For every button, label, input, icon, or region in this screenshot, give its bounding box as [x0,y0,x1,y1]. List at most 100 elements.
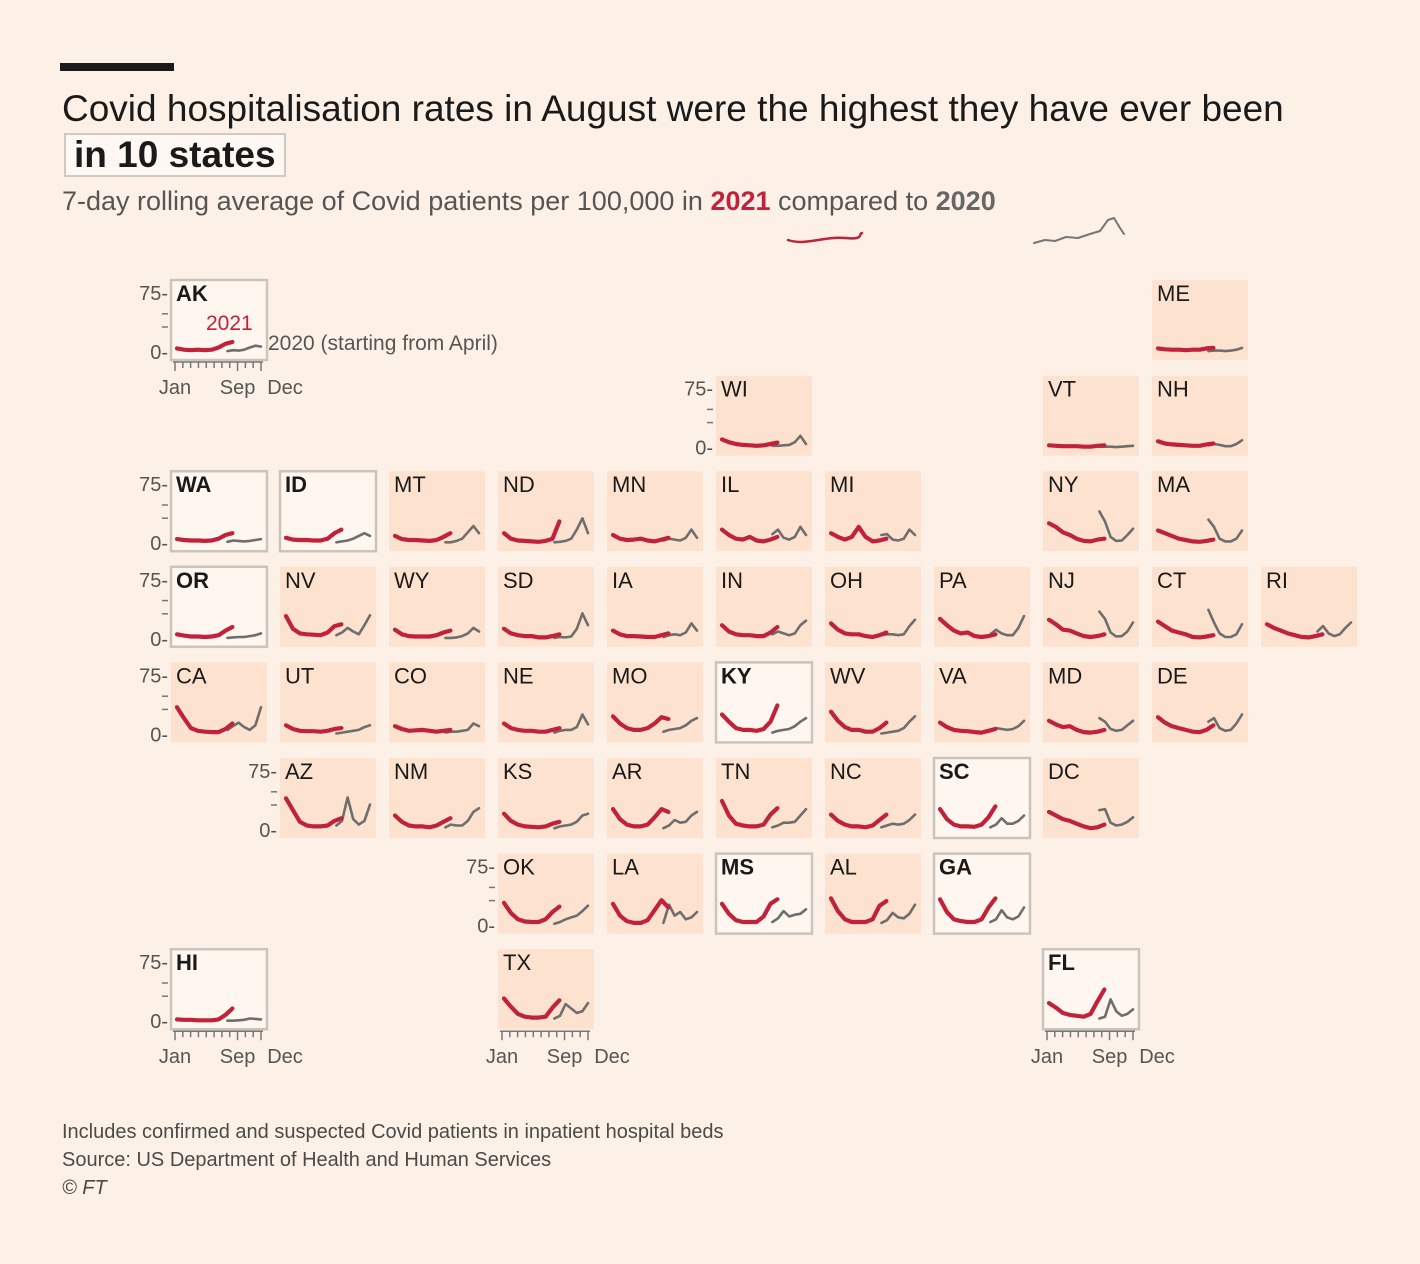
line-2020 [226,344,263,353]
line-2021 [828,621,889,640]
y-tick-label-bottom: 0- [150,724,168,746]
x-tick-label-jan: Jan [1031,1046,1063,1068]
tile-background [1152,280,1248,360]
x-axis: Jan Sep Dec [486,1030,630,1068]
line-2021 [174,531,235,543]
line-2021 [1046,617,1107,640]
line-2021 [283,614,344,638]
state-tile-mt: MT [389,471,485,552]
line-2021 [610,532,671,544]
x-tick-label-sep: Sep [220,1046,256,1068]
line-2021 [719,798,780,829]
state-label: NY [1048,472,1079,497]
state-label: CT [1157,568,1186,593]
state-tile-or: OR [169,565,269,649]
line-2021 [1046,809,1107,831]
y-tick-label-top: 75- [248,761,277,783]
tile-background [1043,375,1139,456]
state-tile-wi: WI [716,375,812,456]
y-tick-label-top: 75- [139,665,168,687]
state-label: OK [503,855,535,880]
y-tick-label-top: 75- [139,952,168,974]
line-2020 [226,705,263,732]
tile-background [1152,471,1248,552]
state-label: VT [1048,377,1076,402]
state-tile-ri: RI [1261,566,1357,647]
state-tile-mi: MI [825,471,921,552]
y-tick-label-top: 75- [139,570,168,592]
line-2021 [501,626,562,640]
state-label: CA [176,663,207,688]
state-label: OR [176,568,209,593]
line-2020 [1098,807,1135,827]
line-2021 [719,527,780,544]
state-label: VA [939,663,967,688]
state-tile-nv: NV [280,566,376,647]
line-2020 [662,810,699,830]
line-2021 [719,703,780,733]
state-label: ND [503,472,535,497]
x-tick-label-sep: Sep [547,1046,583,1068]
state-tile-mn: MN [607,471,703,552]
line-2021 [828,896,889,925]
line-2021 [501,811,562,830]
line-2020 [771,716,808,734]
x-tick-label-dec: Dec [1139,1046,1175,1068]
y-axis: 75- 0- [139,665,168,746]
line-2021 [937,616,998,640]
line-2020 [989,614,1026,637]
state-tile-ut: UT [280,662,376,743]
x-tick-label-jan: Jan [159,377,191,399]
y-axis: 75- 0- [139,283,168,364]
line-2020 [989,906,1026,924]
x-tick-label-sep: Sep [220,377,256,399]
line-2020 [553,612,590,640]
line-2020 [226,1017,263,1022]
state-tile-mo: MO [607,662,703,743]
state-tile-tx: TX [498,949,594,1030]
state-label: UT [285,663,314,688]
line-2021 [174,624,235,640]
legend-2021: 2021 [206,312,253,335]
line-2020 [1098,610,1135,638]
line-2021 [610,628,671,640]
state-tile-la: LA [607,853,703,934]
line-2020 [226,632,263,640]
line-2021 [828,524,889,544]
line-2020 [335,613,372,637]
line-2021 [1155,619,1216,640]
line-2020 [662,716,699,733]
state-tile-nj: NJ [1043,566,1139,647]
line-2020 [1207,713,1244,733]
x-axis: Jan Sep Dec [159,1030,303,1068]
state-tile-ms: MS [714,852,814,935]
state-label: WY [394,568,430,593]
tile-background [607,662,703,743]
line-2021 [392,531,453,543]
state-label: IL [721,472,739,497]
line-2021 [937,896,998,925]
state-label: NM [394,759,428,784]
state-label: ID [285,472,307,497]
state-label: ME [1157,281,1190,306]
title-text: Covid hospitalisation rates in August we… [62,88,1284,129]
state-tile-fl: FL [1041,947,1141,1031]
line-2021 [501,721,562,734]
line-2021 [1155,528,1216,544]
state-label: WA [176,472,212,497]
state-label: LA [612,855,639,880]
line-2020 [553,1001,590,1020]
state-tile-az: AZ [280,758,376,838]
y-tick-label-bottom: 0- [150,629,168,651]
line-2020 [444,626,481,640]
y-tick-label-top: 75- [139,283,168,305]
line-2021 [719,623,780,639]
state-label: NE [503,663,534,688]
line-2020 [1207,346,1244,353]
state-tile-ny: NY [1043,471,1139,552]
line-2021 [1155,715,1216,735]
y-axis: 75- 0- [139,952,168,1033]
line-2021 [174,705,235,735]
line-2020 [771,619,808,637]
subtitle-2021-squiggle [786,231,864,244]
